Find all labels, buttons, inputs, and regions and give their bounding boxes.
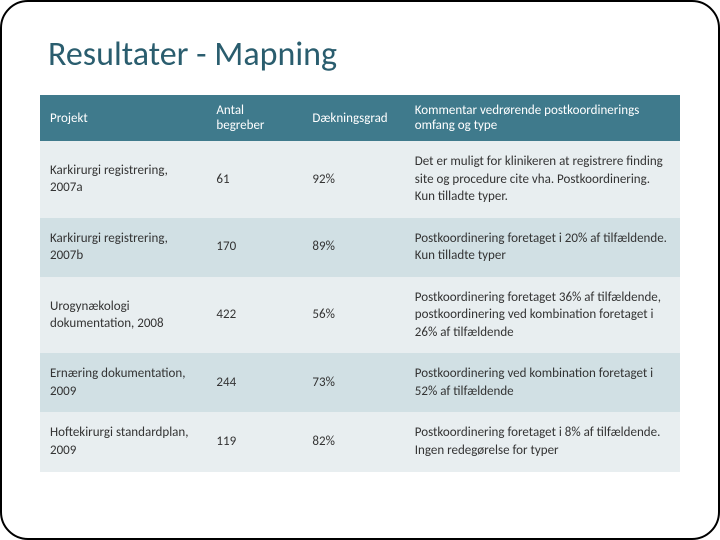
cell-antal: 422 bbox=[206, 277, 302, 354]
cell-antal: 61 bbox=[206, 141, 302, 218]
cell-daekning: 82% bbox=[302, 412, 404, 471]
cell-antal: 119 bbox=[206, 412, 302, 471]
cell-kommentar: Postkoordinering foretaget i 8% af tilfæ… bbox=[405, 412, 680, 471]
cell-antal: 170 bbox=[206, 218, 302, 277]
cell-daekning: 73% bbox=[302, 353, 404, 412]
cell-kommentar: Postkoordinering foretaget i 20% af tilf… bbox=[405, 218, 680, 277]
table-row: Karkirurgi registrering, 2007b 170 89% P… bbox=[40, 218, 680, 277]
cell-projekt: Karkirurgi registrering, 2007a bbox=[40, 141, 206, 218]
col-daekning: Dækningsgrad bbox=[302, 95, 404, 141]
table-row: Hoftekirurgi standardplan, 2009 119 82% … bbox=[40, 412, 680, 471]
col-kommentar: Kommentar vedrørende postkoordinerings o… bbox=[405, 95, 680, 141]
table-row: Urogynækologi dokumentation, 2008 422 56… bbox=[40, 277, 680, 354]
cell-antal: 244 bbox=[206, 353, 302, 412]
cell-kommentar: Postkoordinering ved kombination foretag… bbox=[405, 353, 680, 412]
cell-projekt: Karkirurgi registrering, 2007b bbox=[40, 218, 206, 277]
cell-daekning: 56% bbox=[302, 277, 404, 354]
results-table: Projekt Antal begreber Dækningsgrad Komm… bbox=[40, 95, 680, 472]
table-header-row: Projekt Antal begreber Dækningsgrad Komm… bbox=[40, 95, 680, 141]
cell-projekt: Ernæring dokumentation, 2009 bbox=[40, 353, 206, 412]
col-projekt: Projekt bbox=[40, 95, 206, 141]
table-row: Karkirurgi registrering, 2007a 61 92% De… bbox=[40, 141, 680, 218]
cell-projekt: Hoftekirurgi standardplan, 2009 bbox=[40, 412, 206, 471]
slide-title: Resultater - Mapning bbox=[48, 34, 680, 75]
slide-frame: Resultater - Mapning Projekt Antal begre… bbox=[0, 0, 720, 540]
cell-daekning: 92% bbox=[302, 141, 404, 218]
cell-kommentar: Postkoordinering foretaget 36% af tilfæl… bbox=[405, 277, 680, 354]
table-row: Ernæring dokumentation, 2009 244 73% Pos… bbox=[40, 353, 680, 412]
cell-projekt: Urogynækologi dokumentation, 2008 bbox=[40, 277, 206, 354]
cell-kommentar: Det er muligt for klinikeren at registre… bbox=[405, 141, 680, 218]
col-antal: Antal begreber bbox=[206, 95, 302, 141]
cell-daekning: 89% bbox=[302, 218, 404, 277]
